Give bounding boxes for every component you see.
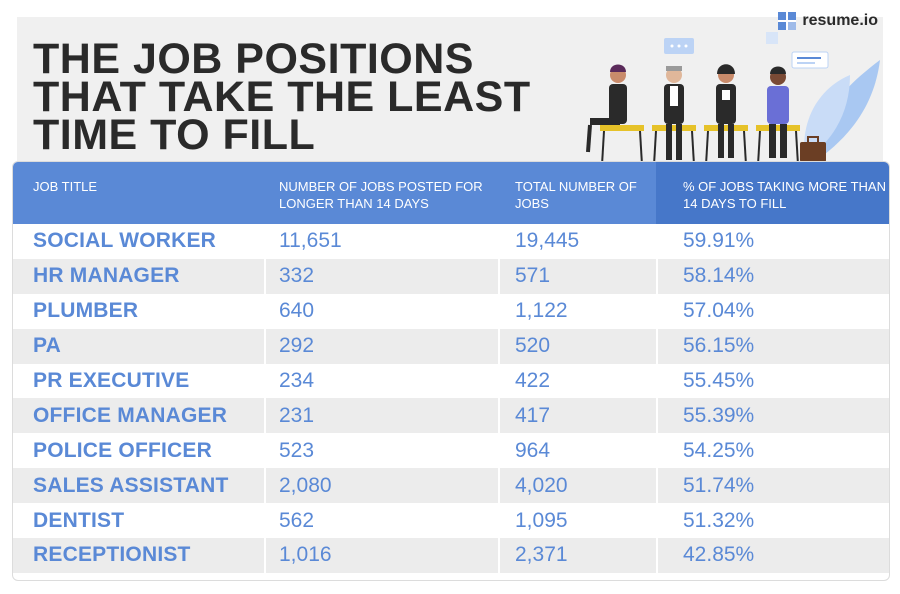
- cell-percent-over-14-days: 56.15%: [683, 334, 755, 358]
- cell-job-title: PLUMBER: [33, 299, 139, 323]
- cell-job-title: PR EXECUTIVE: [33, 369, 190, 392]
- cell-jobs-posted-over-14-days: 11,651: [279, 229, 342, 253]
- cell-percent-over-14-days: 55.39%: [683, 403, 755, 427]
- cell-percent-over-14-days: 59.91%: [683, 229, 755, 253]
- table-row: PR EXECUTIVE 234 422 55.45%: [13, 364, 889, 399]
- cell-total-jobs: 2,371: [515, 543, 568, 567]
- cell-job-title: SALES ASSISTANT: [33, 473, 229, 497]
- table-row: PLUMBER 640 1,122 57.04%: [13, 294, 889, 329]
- table-row: SOCIAL WORKER 11,651 19,445 59.91%: [13, 224, 889, 259]
- job-positions-table: JOB TITLE NUMBER OF JOBS POSTED FOR LONG…: [12, 161, 890, 581]
- waiting-candidates-illustration: [586, 32, 880, 166]
- cell-jobs-posted-over-14-days: 231: [279, 403, 315, 427]
- table-row: DENTIST 562 1,095 51.32%: [13, 503, 889, 538]
- cell-percent-over-14-days: 51.32%: [683, 508, 755, 532]
- table-row: RECEPTIONIST 1,016 2,371 42.85%: [13, 538, 889, 573]
- cell-total-jobs: 422: [515, 369, 551, 392]
- column-divider: [498, 224, 500, 580]
- cell-job-title: DENTIST: [33, 508, 125, 532]
- cell-percent-over-14-days: 54.25%: [683, 438, 755, 462]
- cell-job-title: PA: [33, 334, 62, 358]
- chart-title: THE JOB POSITIONS THAT TAKE THE LEAST TI…: [33, 35, 531, 159]
- cell-total-jobs: 1,095: [515, 508, 568, 532]
- cell-percent-over-14-days: 58.14%: [683, 264, 755, 288]
- table-row: SALES ASSISTANT 2,080 4,020 51.74%: [13, 468, 889, 504]
- table-row: OFFICE MANAGER 231 417 55.39%: [13, 398, 889, 434]
- brand-name: resume.io: [802, 12, 878, 29]
- cell-job-title: HR MANAGER: [33, 264, 180, 288]
- cell-percent-over-14-days: 51.74%: [683, 473, 755, 497]
- column-header-job-title: JOB TITLE: [13, 162, 264, 224]
- resume-logo-icon: [778, 12, 797, 30]
- table-row: PA 292 520 56.15%: [13, 328, 889, 364]
- column-divider: [264, 224, 266, 580]
- cell-total-jobs: 417: [515, 403, 551, 427]
- column-header-total-jobs: TOTAL NUMBER OF JOBS: [498, 162, 656, 224]
- cell-job-title: SOCIAL WORKER: [33, 229, 217, 253]
- cell-total-jobs: 1,122: [515, 299, 568, 323]
- cell-jobs-posted-over-14-days: 2,080: [279, 473, 332, 497]
- cell-jobs-posted-over-14-days: 292: [279, 334, 315, 358]
- column-header-percent-over-14-days: % OF JOBS TAKING MORE THAN 14 DAYS TO FI…: [656, 162, 889, 224]
- cell-total-jobs: 520: [515, 334, 551, 358]
- brand: resume.io: [778, 12, 878, 30]
- cell-total-jobs: 964: [515, 438, 551, 462]
- table-row: POLICE OFFICER 523 964 54.25%: [13, 433, 889, 468]
- column-header-jobs-posted-over-14-days: NUMBER OF JOBS POSTED FOR LONGER THAN 14…: [264, 162, 498, 224]
- cell-percent-over-14-days: 42.85%: [683, 543, 755, 567]
- cell-jobs-posted-over-14-days: 234: [279, 369, 315, 392]
- table-body: SOCIAL WORKER 11,651 19,445 59.91% HR MANAGE…: [13, 224, 889, 580]
- cell-total-jobs: 19,445: [515, 229, 580, 253]
- cell-job-title: POLICE OFFICER: [33, 438, 212, 462]
- table-row: HR MANAGER 332 571 58.14%: [13, 258, 889, 294]
- cell-jobs-posted-over-14-days: 332: [279, 264, 315, 288]
- cell-total-jobs: 4,020: [515, 473, 568, 497]
- cell-jobs-posted-over-14-days: 1,016: [279, 543, 332, 567]
- cell-total-jobs: 571: [515, 264, 551, 288]
- cell-jobs-posted-over-14-days: 640: [279, 299, 315, 323]
- cell-percent-over-14-days: 57.04%: [683, 299, 755, 323]
- cell-job-title: RECEPTIONIST: [33, 543, 191, 567]
- cell-jobs-posted-over-14-days: 523: [279, 438, 315, 462]
- column-divider: [656, 224, 658, 580]
- header-banner: [17, 17, 883, 187]
- cell-percent-over-14-days: 55.45%: [683, 369, 755, 392]
- table-header: JOB TITLE NUMBER OF JOBS POSTED FOR LONG…: [13, 162, 889, 224]
- cell-job-title: OFFICE MANAGER: [33, 403, 228, 427]
- cell-jobs-posted-over-14-days: 562: [279, 508, 315, 532]
